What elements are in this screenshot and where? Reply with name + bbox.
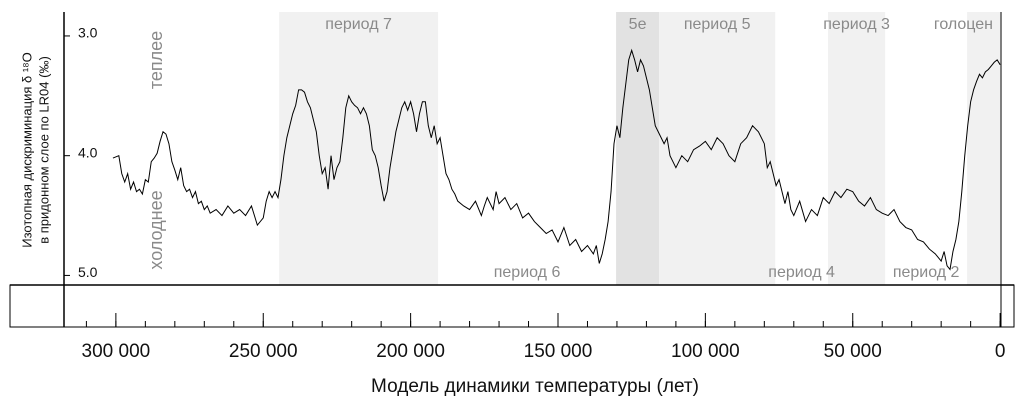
x-axis-title: Модель динамики температуры (лет) <box>371 376 699 397</box>
y-axis-title: в придонном слое по LR04 (‰) <box>36 56 51 244</box>
annotation: теплее <box>146 31 166 89</box>
data-line <box>112 48 1001 271</box>
period-band <box>616 12 660 285</box>
period-label: голоцен <box>934 16 993 33</box>
period-label: период 6 <box>494 264 561 281</box>
scale-box <box>9 284 1015 328</box>
period-band <box>659 12 776 285</box>
period-band <box>967 12 1001 285</box>
x-tick-label: 150 000 <box>524 341 593 362</box>
period-band <box>827 12 886 285</box>
annotation: холоднее <box>146 190 166 269</box>
y-tick-label: 4.0 <box>78 144 98 160</box>
x-tick-label: 100 000 <box>671 341 740 362</box>
period-label: 5e <box>629 16 647 33</box>
x-tick-label: 300 000 <box>82 341 151 362</box>
period-label: период 3 <box>823 16 890 33</box>
x-tick-label: 0 <box>995 341 1006 362</box>
x-tick-label: 250 000 <box>229 341 298 362</box>
y-tick-label: 5.0 <box>78 264 98 280</box>
period-label: период 5 <box>684 16 751 33</box>
x-tick-label: 200 000 <box>376 341 445 362</box>
y-tick-label: 3.0 <box>78 25 98 41</box>
period-label: период 2 <box>893 264 960 281</box>
period-band <box>279 12 439 285</box>
y-axis-title: Изотопная дискриминация δ ¹⁸O <box>19 52 34 248</box>
x-tick-label: 50 000 <box>824 341 882 362</box>
period-label: период 4 <box>768 264 835 281</box>
period-label: период 7 <box>325 16 392 33</box>
